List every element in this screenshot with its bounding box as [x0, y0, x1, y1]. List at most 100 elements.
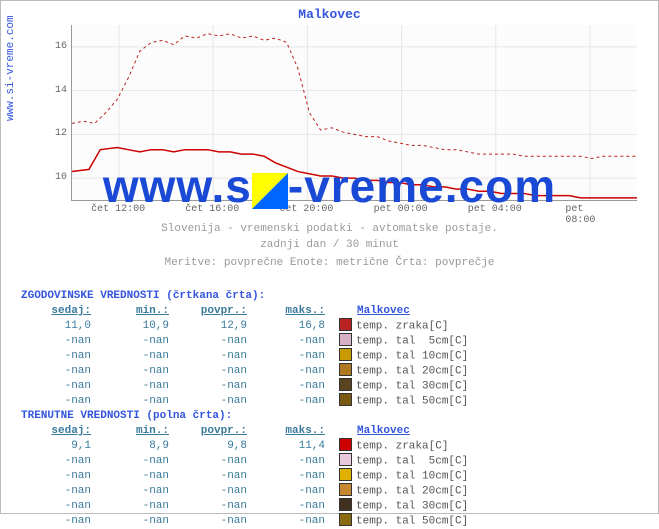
cell-value: 16,8: [255, 319, 333, 334]
chart-plot-area: [71, 25, 637, 201]
cell-value: -nan: [177, 394, 255, 409]
cell-value: -nan: [255, 349, 333, 364]
legend-label: temp. tal 5cm[C]: [356, 335, 468, 347]
table-row: -nan-nan-nan-nantemp. tal 10cm[C]: [21, 469, 468, 484]
historic-header: ZGODOVINSKE VREDNOSTI (črtkana črta):: [21, 289, 468, 304]
source-label: www.si-vreme.com: [5, 15, 17, 121]
col-header: sedaj:: [21, 304, 99, 319]
data-tables: ZGODOVINSKE VREDNOSTI (črtkana črta): se…: [21, 289, 468, 529]
cell-value: -nan: [255, 334, 333, 349]
cell-value: -nan: [99, 379, 177, 394]
legend-swatch: [339, 333, 352, 346]
cell-value: 9,1: [21, 439, 99, 454]
cell-value: -nan: [177, 499, 255, 514]
table-row: 11,010,912,916,8temp. zraka[C]: [21, 319, 468, 334]
subtitle-line1: Slovenija - vremenski podatki - avtomats…: [1, 223, 658, 235]
cell-value: 9,8: [177, 439, 255, 454]
cell-value: -nan: [177, 379, 255, 394]
chart-svg: [72, 25, 637, 200]
subtitle-line3: Meritve: povprečne Enote: metrične Črta:…: [1, 257, 658, 269]
subtitle-line2: zadnji dan / 30 minut: [1, 239, 658, 251]
legend-swatch: [339, 348, 352, 361]
legend-swatch: [339, 378, 352, 391]
x-tick-label: pet 00:00: [374, 204, 428, 215]
cell-value: -nan: [21, 454, 99, 469]
cell-value: -nan: [255, 454, 333, 469]
group-title: Malkovec: [357, 305, 410, 317]
cell-value: -nan: [177, 514, 255, 529]
x-tick-label: pet 04:00: [468, 204, 522, 215]
historic-col-headers: sedaj:min.:povpr.:maks.: Malkovec: [21, 304, 468, 319]
y-tick-label: 10: [49, 172, 67, 183]
cell-value: -nan: [255, 379, 333, 394]
legend-label: temp. tal 30cm[C]: [356, 380, 468, 392]
legend-swatch: [339, 453, 352, 466]
table-row: 9,18,99,811,4temp. zraka[C]: [21, 439, 468, 454]
cell-value: -nan: [255, 499, 333, 514]
legend-swatch: [339, 318, 352, 331]
cell-value: -nan: [255, 469, 333, 484]
legend-swatch: [339, 393, 352, 406]
series-hist_temp_zraka: [72, 34, 637, 159]
legend-label: temp. tal 10cm[C]: [356, 350, 468, 362]
legend-swatch: [339, 498, 352, 511]
cell-value: -nan: [21, 394, 99, 409]
cell-value: -nan: [99, 484, 177, 499]
legend-swatch: [339, 468, 352, 481]
legend-label: temp. tal 50cm[C]: [356, 395, 468, 407]
y-tick-label: 14: [49, 85, 67, 96]
current-header: TRENUTNE VREDNOSTI (polna črta):: [21, 409, 468, 424]
cell-value: -nan: [177, 334, 255, 349]
cell-value: -nan: [177, 454, 255, 469]
legend-label: temp. tal 30cm[C]: [356, 500, 468, 512]
cell-value: -nan: [255, 364, 333, 379]
cell-value: -nan: [255, 514, 333, 529]
cell-value: -nan: [99, 469, 177, 484]
cell-value: -nan: [177, 469, 255, 484]
chart-title: Malkovec: [1, 7, 658, 22]
table-row: -nan-nan-nan-nantemp. tal 50cm[C]: [21, 514, 468, 529]
col-header: maks.:: [255, 424, 333, 439]
legend-label: temp. tal 5cm[C]: [356, 455, 468, 467]
legend-label: temp. zraka[C]: [356, 440, 448, 452]
y-tick-label: 16: [49, 41, 67, 52]
col-header: povpr.:: [177, 304, 255, 319]
cell-value: -nan: [21, 469, 99, 484]
cell-value: 12,9: [177, 319, 255, 334]
cell-value: 11,4: [255, 439, 333, 454]
cell-value: 11,0: [21, 319, 99, 334]
cell-value: -nan: [177, 364, 255, 379]
col-header: min.:: [99, 304, 177, 319]
table-row: -nan-nan-nan-nantemp. tal 5cm[C]: [21, 454, 468, 469]
legend-swatch: [339, 363, 352, 376]
col-header: maks.:: [255, 304, 333, 319]
cell-value: -nan: [99, 334, 177, 349]
group-title: Malkovec: [357, 425, 410, 437]
legend-label: temp. tal 20cm[C]: [356, 485, 468, 497]
cell-value: -nan: [21, 514, 99, 529]
cell-value: -nan: [21, 484, 99, 499]
col-header: povpr.:: [177, 424, 255, 439]
cell-value: -nan: [99, 364, 177, 379]
cell-value: -nan: [99, 349, 177, 364]
series-cur_temp_zraka: [72, 148, 637, 198]
legend-label: temp. tal 10cm[C]: [356, 470, 468, 482]
y-tick-label: 12: [49, 128, 67, 139]
x-tick-label: čet 20:00: [279, 204, 333, 215]
cell-value: -nan: [99, 514, 177, 529]
cell-value: -nan: [99, 499, 177, 514]
cell-value: -nan: [21, 499, 99, 514]
cell-value: -nan: [255, 394, 333, 409]
table-row: -nan-nan-nan-nantemp. tal 10cm[C]: [21, 349, 468, 364]
cell-value: 10,9: [99, 319, 177, 334]
col-header: min.:: [99, 424, 177, 439]
cell-value: -nan: [21, 334, 99, 349]
cell-value: -nan: [177, 484, 255, 499]
legend-label: temp. tal 20cm[C]: [356, 365, 468, 377]
cell-value: -nan: [99, 394, 177, 409]
current-col-headers: sedaj:min.:povpr.:maks.:Malkovec: [21, 424, 468, 439]
table-row: -nan-nan-nan-nantemp. tal 30cm[C]: [21, 379, 468, 394]
legend-label: temp. tal 50cm[C]: [356, 515, 468, 527]
x-tick-label: čet 16:00: [185, 204, 239, 215]
x-tick-label: čet 12:00: [91, 204, 145, 215]
